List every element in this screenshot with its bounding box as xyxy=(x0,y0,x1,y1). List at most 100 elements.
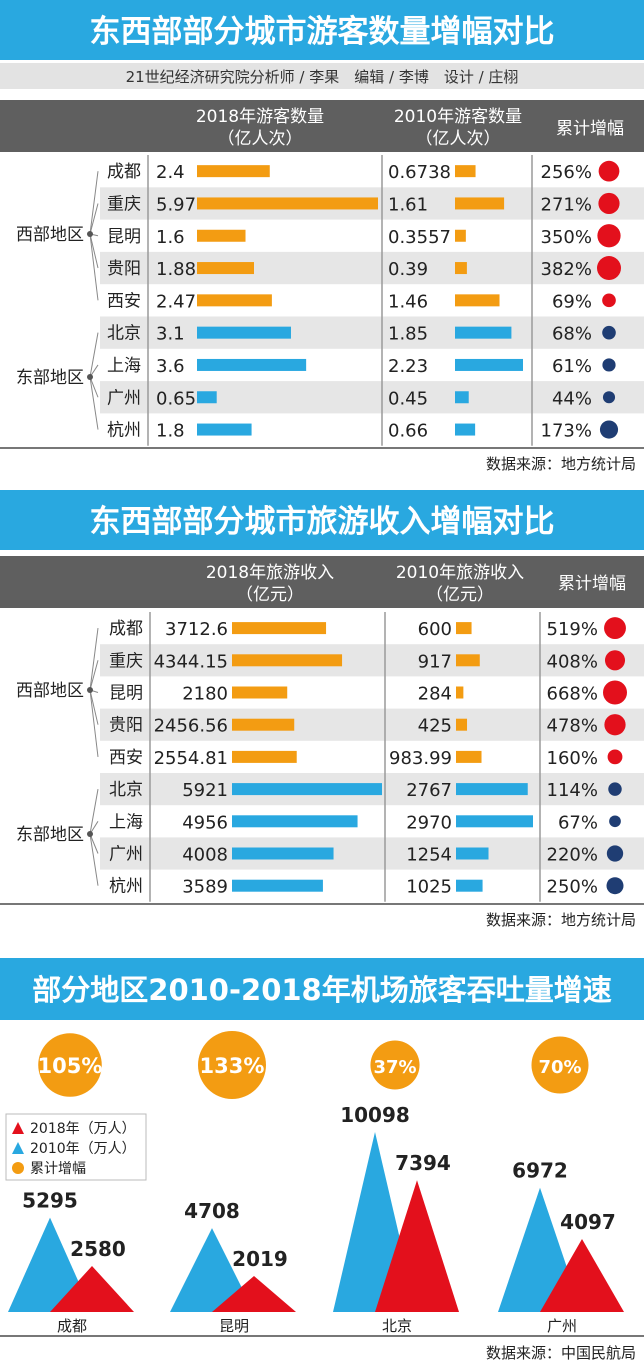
city-label: 昆明 xyxy=(107,227,141,247)
value-2018: 2.4 xyxy=(156,162,185,183)
city-label: 成都 xyxy=(107,162,141,182)
value-2010-label: 5295 xyxy=(22,1189,78,1213)
city-label: 重庆 xyxy=(107,194,141,214)
section1-title-bar xyxy=(0,0,644,60)
airport-chart: 105% 5295 2580 成都 133% 4708 2019 昆明 37% 10098 7394… xyxy=(8,1031,624,1335)
growth-label: 160% xyxy=(547,748,598,769)
growth-dot xyxy=(609,815,621,828)
triangle-2010 xyxy=(170,1228,254,1312)
bar-2018 xyxy=(232,783,382,796)
growth-value-label: 105% xyxy=(38,1054,103,1078)
city-label: 北京 xyxy=(109,780,143,800)
section3-title-bar xyxy=(0,958,644,1020)
growth-label: 220% xyxy=(547,845,598,866)
growth-label: 250% xyxy=(547,877,598,898)
value-2018-label: 2580 xyxy=(70,1237,126,1261)
bar-2010 xyxy=(455,358,523,371)
city-label: 上海 xyxy=(109,812,143,832)
legend-2010: 2010年（万人） xyxy=(30,1141,136,1157)
region-joint xyxy=(87,687,93,693)
growth-value-label: 37% xyxy=(373,1057,416,1078)
bar-2018 xyxy=(197,358,307,371)
bar-2018 xyxy=(232,750,297,763)
bar-2018 xyxy=(232,718,295,731)
region-connector xyxy=(89,233,99,269)
row-background xyxy=(100,251,644,285)
value-2018: 5921 xyxy=(182,780,228,801)
value-2010: 600 xyxy=(418,619,452,640)
triangle-2018 xyxy=(540,1238,624,1312)
city-label: 成都 xyxy=(109,619,143,639)
section3-title: 部分地区2010-2018年机场旅客吞吐量增速 xyxy=(32,973,611,1007)
legend-2018: 2018年（万人） xyxy=(30,1121,136,1137)
value-2010: 0.66 xyxy=(388,421,428,442)
value-2018-label: 4097 xyxy=(560,1210,616,1234)
bar-2010 xyxy=(455,197,505,210)
value-2010-label: 4708 xyxy=(184,1199,240,1223)
revenue-table: 成都 3712.6 600 519% 重庆 4344.15 917 408% 昆明 2180 284… xyxy=(16,612,644,902)
bar-2010 xyxy=(455,165,476,178)
value-2018: 4956 xyxy=(182,812,228,833)
value-2018: 1.6 xyxy=(156,227,185,248)
growth-dot xyxy=(604,617,626,640)
bar-2010 xyxy=(456,750,482,763)
row-background xyxy=(100,837,644,870)
bar-2010 xyxy=(456,654,480,667)
growth-dot xyxy=(604,714,626,736)
growth-dot xyxy=(597,256,621,281)
bar-2010 xyxy=(456,847,489,860)
category-label: 昆明 xyxy=(219,1317,249,1335)
s1-col1-header-line2: （亿人次） xyxy=(218,129,303,149)
region-connector xyxy=(89,376,99,398)
growth-dot xyxy=(606,845,624,862)
value-2018: 3.1 xyxy=(156,324,185,345)
triangle-2018 xyxy=(375,1180,459,1312)
value-2010: 425 xyxy=(418,716,452,737)
category-label: 广州 xyxy=(547,1317,577,1335)
growth-label: 61% xyxy=(552,356,592,377)
bar-2018 xyxy=(232,815,358,828)
growth-label: 68% xyxy=(552,324,592,345)
value-2010: 1.85 xyxy=(388,324,428,345)
bar-2010 xyxy=(455,423,476,436)
value-2010: 0.45 xyxy=(388,388,428,409)
value-2018: 2.47 xyxy=(156,291,196,312)
growth-dot xyxy=(598,192,620,215)
legend-blue-triangle-icon xyxy=(12,1142,24,1154)
value-2018-label: 7394 xyxy=(395,1151,451,1175)
growth-label: 519% xyxy=(547,619,598,640)
visitors-table: 成都 2.4 0.6738 256% 重庆 5.97 1.61 271% 昆明 1.6 0.3557… xyxy=(16,155,644,446)
s1-col1-header-line1: 2018年游客数量 xyxy=(196,107,324,127)
value-2018: 3589 xyxy=(182,877,228,898)
growth-circle xyxy=(38,1033,102,1097)
bar-2018 xyxy=(197,423,252,436)
growth-circle xyxy=(198,1031,266,1099)
growth-dot xyxy=(602,325,616,340)
region-connector xyxy=(89,660,99,691)
growth-value-label: 70% xyxy=(538,1057,581,1078)
bar-2010 xyxy=(456,879,483,892)
growth-label: 69% xyxy=(552,291,592,312)
value-2010-label: 10098 xyxy=(340,1103,410,1127)
region-label-west: 西部地区 xyxy=(16,681,84,701)
category-label: 成都 xyxy=(57,1317,87,1335)
city-label: 西安 xyxy=(109,748,143,768)
value-2018: 2554.81 xyxy=(154,748,228,769)
value-2018: 4344.15 xyxy=(154,651,228,672)
s1-col2-header-line2: （亿人次） xyxy=(416,129,501,149)
city-label: 上海 xyxy=(107,356,141,376)
bar-2018 xyxy=(197,326,291,339)
region-connector xyxy=(89,332,99,378)
region-joint xyxy=(87,231,93,237)
legend-box xyxy=(5,1113,147,1181)
growth-circle xyxy=(531,1036,589,1094)
growth-label: 350% xyxy=(541,227,592,248)
growth-dot xyxy=(598,160,620,182)
growth-label: 44% xyxy=(552,388,592,409)
triangle-2018 xyxy=(212,1276,296,1312)
row-background xyxy=(100,316,644,349)
growth-label: 271% xyxy=(541,194,592,215)
section2-title-bar xyxy=(0,490,644,550)
